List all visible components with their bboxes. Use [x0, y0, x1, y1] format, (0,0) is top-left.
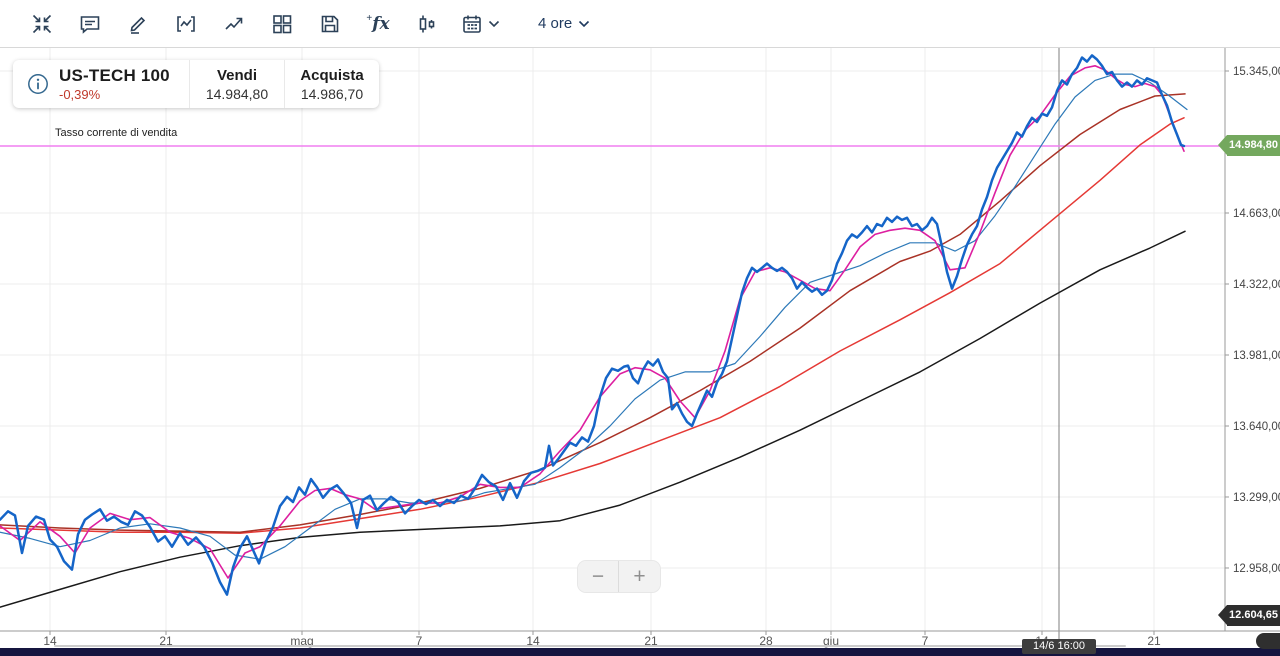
candlestick-icon: [419, 15, 435, 32]
svg-text:21: 21: [159, 634, 173, 648]
timeframe-label: 4 ore: [538, 15, 573, 32]
svg-text:15.345,00: 15.345,00: [1233, 66, 1280, 78]
chevron-down-icon: [579, 20, 590, 27]
comments-icon: [80, 15, 100, 34]
collapse-icon: [32, 14, 52, 33]
candlestick-button[interactable]: [412, 10, 440, 38]
current-rate-badge: 14.984,80: [1218, 135, 1280, 157]
chart-toolbar: + fx 4 ore: [0, 0, 1280, 48]
svg-text:14: 14: [526, 634, 540, 648]
trend-line-icon: [225, 17, 243, 30]
crosshair-time-tooltip: 14/6 16:00: [1022, 639, 1096, 654]
svg-text:13.299,00: 13.299,00: [1233, 492, 1280, 504]
sell-price: 14.984,80: [205, 85, 269, 102]
layout-grid-button[interactable]: [268, 10, 296, 38]
line-series-button[interactable]: [172, 10, 200, 38]
svg-text:7: 7: [416, 634, 423, 648]
range-low-badge: 12.604,65: [1218, 605, 1280, 626]
save-icon: [321, 15, 339, 32]
svg-text:13.640,00: 13.640,00: [1233, 421, 1280, 433]
zoom-out-button[interactable]: −: [578, 561, 619, 592]
bottom-bar: [0, 648, 1280, 656]
svg-text:12.958,00: 12.958,00: [1233, 563, 1280, 575]
zoom-controls: − +: [578, 561, 660, 592]
svg-text:21: 21: [644, 634, 658, 648]
layout-grid-icon: [273, 14, 292, 33]
svg-text:giu: giu: [823, 634, 839, 648]
instrument-change: -0,39%: [59, 87, 101, 102]
line-series-icon: [177, 15, 195, 32]
comments-button[interactable]: [76, 10, 104, 38]
instrument-name: US-TECH 100: [59, 66, 170, 85]
draw-button[interactable]: [124, 10, 152, 38]
chevron-down-icon: [488, 20, 500, 27]
svg-text:28: 28: [759, 634, 773, 648]
instrument-info-section: US-TECH 100 -0,39%: [13, 60, 189, 108]
trend-line-button[interactable]: [220, 10, 248, 38]
draw-icon: [130, 16, 146, 34]
svg-text:7: 7: [922, 634, 929, 648]
timeframe-button[interactable]: 4 ore: [532, 14, 596, 33]
info-icon[interactable]: [27, 73, 49, 95]
sell-label: Vendi: [216, 66, 257, 84]
svg-text:21: 21: [1147, 634, 1161, 648]
instrument-card: US-TECH 100 -0,39% Vendi 14.984,80 Acqui…: [13, 60, 379, 108]
calendar-icon: [463, 15, 481, 33]
svg-text:14.322,00: 14.322,00: [1233, 279, 1280, 291]
indicators-fx-button[interactable]: + fx: [364, 10, 392, 38]
buy-label: Acquista: [300, 66, 364, 84]
collapse-button[interactable]: [28, 10, 56, 38]
svg-text:13.981,00: 13.981,00: [1233, 350, 1280, 362]
svg-text:14: 14: [43, 634, 57, 648]
zoom-in-button[interactable]: +: [619, 561, 660, 592]
save-button[interactable]: [316, 10, 344, 38]
indicators-fx-icon: fx: [372, 13, 390, 34]
buy-button[interactable]: Acquista 14.986,70: [284, 60, 379, 108]
svg-text:14.663,00: 14.663,00: [1233, 208, 1280, 220]
sell-rate-caption: Tasso corrente di vendita: [55, 127, 178, 139]
svg-text:mag: mag: [290, 634, 313, 648]
buy-price: 14.986,70: [300, 85, 364, 102]
calendar-button[interactable]: [460, 10, 500, 38]
sell-button[interactable]: Vendi 14.984,80: [189, 60, 284, 108]
bottom-corner-handle[interactable]: [1256, 633, 1280, 649]
